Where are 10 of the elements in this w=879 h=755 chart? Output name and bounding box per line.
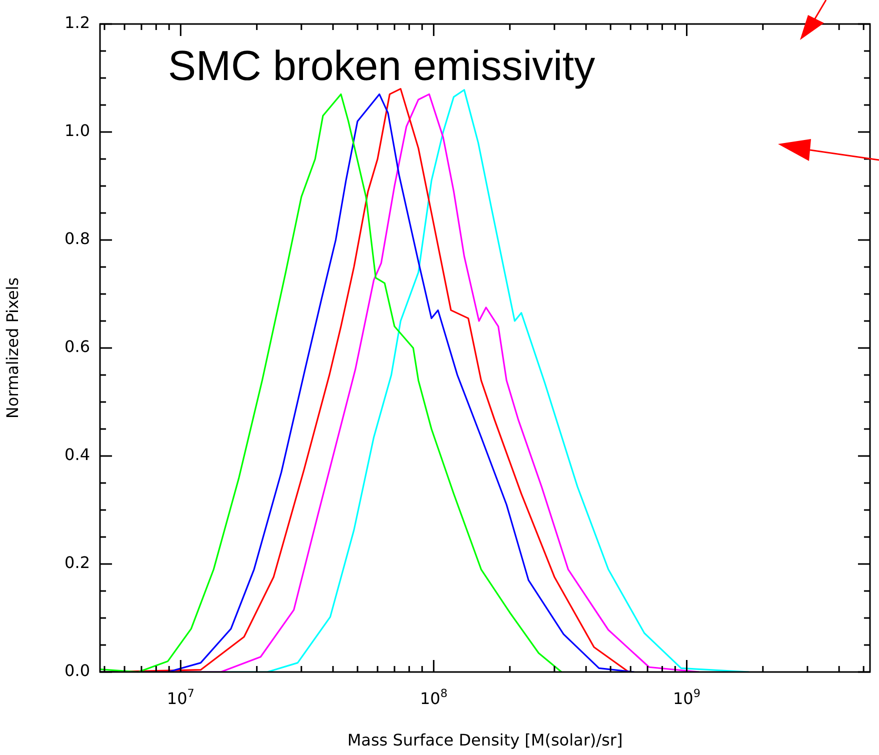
y-axis-title: Normalized Pixels bbox=[2, 277, 22, 419]
y-tick-label: 1.2 bbox=[64, 13, 90, 32]
y-tick-label: 0.0 bbox=[64, 661, 90, 680]
y-tick-label: 1.0 bbox=[64, 121, 90, 140]
y-tick-label: 0.6 bbox=[64, 337, 90, 356]
y-tick-label: 0.8 bbox=[64, 229, 90, 248]
y-tick-label: 0.4 bbox=[64, 445, 90, 464]
y-tick-label: 0.2 bbox=[64, 553, 90, 572]
chart-title: SMC broken emissivity bbox=[168, 42, 596, 89]
x-axis-title: Mass Surface Density [M(solar)/sr] bbox=[347, 730, 623, 750]
